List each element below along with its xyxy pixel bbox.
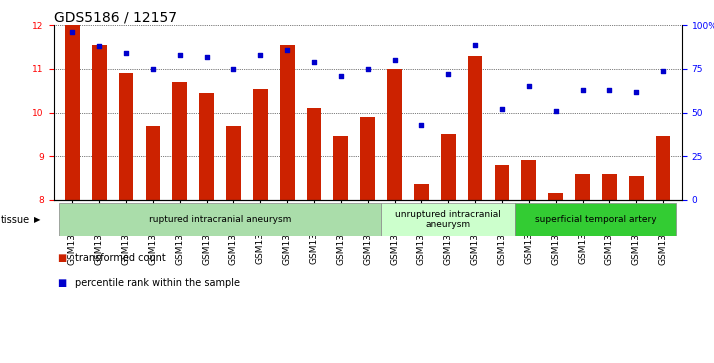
Bar — [119, 73, 134, 200]
Text: transformed count: transformed count — [75, 253, 166, 263]
Bar — [253, 89, 268, 200]
Text: GDS5186 / 12157: GDS5186 / 12157 — [54, 11, 176, 25]
Point — [550, 108, 561, 114]
Point — [94, 44, 105, 49]
Bar — [92, 45, 106, 200]
Point — [308, 59, 320, 65]
Point — [630, 89, 642, 94]
Point — [577, 87, 588, 93]
Bar — [602, 174, 617, 200]
Bar — [548, 193, 563, 200]
Bar — [516, 203, 676, 236]
Bar — [226, 126, 241, 200]
Text: superficial temporal artery: superficial temporal artery — [535, 215, 657, 224]
Text: unruptured intracranial
aneurysm: unruptured intracranial aneurysm — [396, 210, 501, 229]
Point — [496, 106, 508, 112]
Point — [335, 73, 346, 79]
Point — [174, 52, 186, 58]
Text: ruptured intracranial aneurysm: ruptured intracranial aneurysm — [149, 215, 291, 224]
Bar — [59, 203, 381, 236]
Text: tissue: tissue — [1, 215, 30, 225]
Bar — [199, 93, 214, 200]
Bar — [361, 117, 375, 200]
Point — [228, 66, 239, 72]
Point — [281, 47, 293, 53]
Point — [362, 66, 373, 72]
Bar — [521, 160, 536, 200]
Bar — [280, 45, 295, 200]
Bar — [414, 184, 429, 200]
Text: percentile rank within the sample: percentile rank within the sample — [75, 278, 240, 288]
Point — [523, 83, 535, 89]
Point — [147, 66, 159, 72]
Bar — [655, 136, 670, 200]
Point — [658, 68, 669, 74]
Bar — [146, 126, 160, 200]
Text: ▶: ▶ — [34, 215, 41, 224]
Bar — [333, 136, 348, 200]
Bar — [495, 165, 509, 200]
Bar — [306, 108, 321, 200]
Point — [66, 29, 78, 35]
Text: ■: ■ — [57, 278, 66, 288]
Point — [201, 54, 212, 60]
Point — [255, 52, 266, 58]
Bar — [381, 203, 516, 236]
Point — [443, 71, 454, 77]
Point — [389, 57, 401, 63]
Bar — [468, 56, 483, 200]
Bar — [172, 82, 187, 200]
Bar — [387, 69, 402, 200]
Bar — [65, 25, 80, 200]
Bar — [441, 134, 456, 200]
Text: ■: ■ — [57, 253, 66, 263]
Point — [469, 42, 481, 48]
Point — [416, 122, 427, 128]
Point — [121, 50, 132, 56]
Bar — [575, 174, 590, 200]
Bar — [629, 176, 643, 200]
Point — [603, 87, 615, 93]
